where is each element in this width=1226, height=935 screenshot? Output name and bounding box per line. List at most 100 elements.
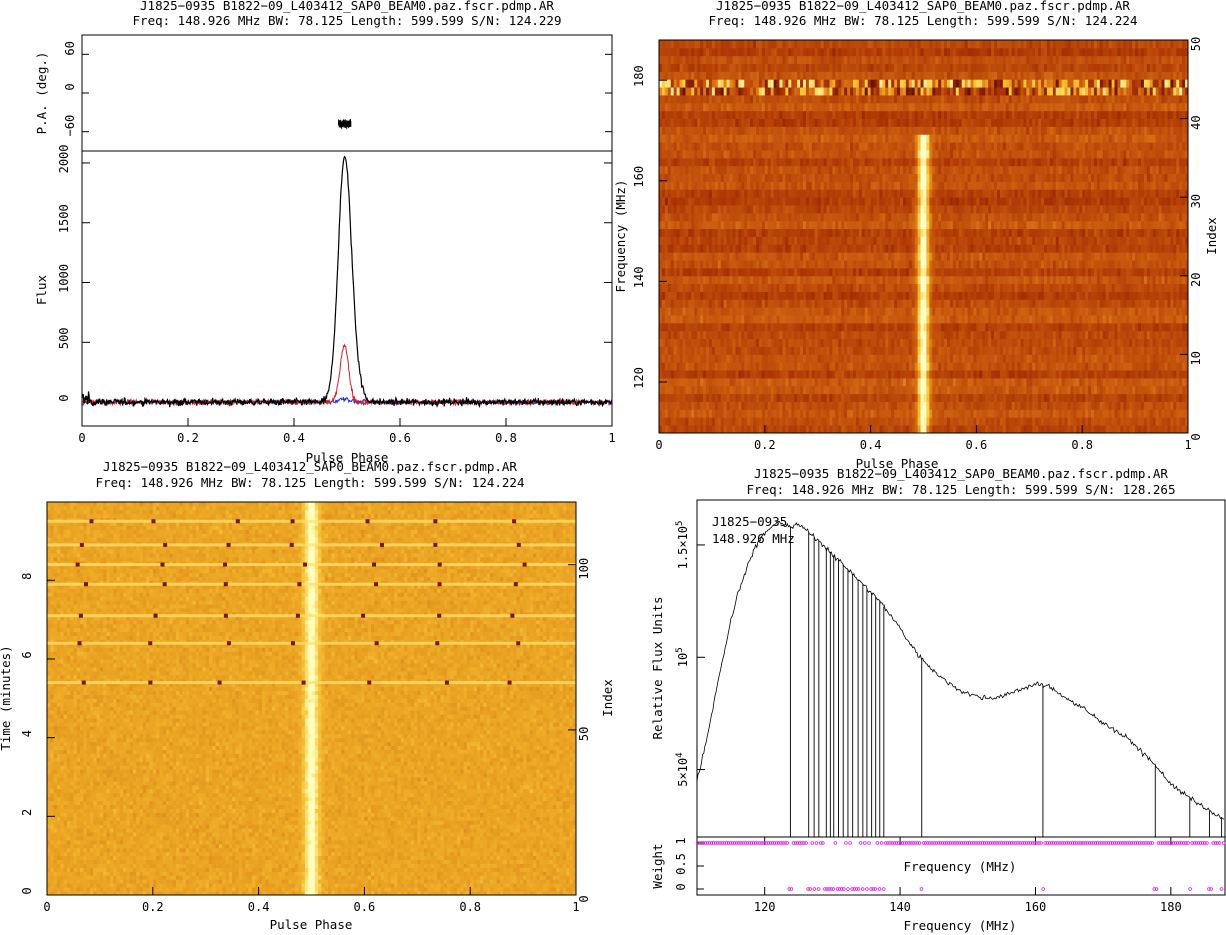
heatmap-cell (1091, 370, 1095, 379)
heatmap-cell (805, 252, 810, 261)
heatmap-cell (958, 417, 963, 426)
heatmap-cell (811, 409, 816, 418)
heatmap-cell (667, 236, 672, 245)
heatmap-cell (1140, 291, 1145, 300)
heatmap-cell (803, 370, 807, 379)
heatmap-cell (964, 220, 968, 230)
heatmap-cell (735, 417, 739, 426)
heatmap-cell (1011, 346, 1016, 355)
heatmap-cell (700, 275, 704, 285)
heatmap-cell (706, 338, 710, 347)
heatmap-cell (1049, 291, 1054, 300)
heatmap-cell (1005, 322, 1010, 332)
heatmap-cell (667, 385, 672, 395)
heatmap-cell (714, 354, 719, 363)
heatmap-cell (800, 220, 804, 230)
heatmap-cell (1011, 275, 1016, 285)
heatmap-cell (994, 385, 998, 395)
heatmap-cell (811, 354, 816, 363)
heatmap-cell (770, 236, 775, 245)
heatmap-cell (994, 401, 998, 410)
heatmap-cell (1132, 401, 1136, 410)
heatmap-cell (697, 307, 701, 316)
heatmap-cell (679, 362, 683, 371)
heatmap-cell (1170, 220, 1174, 230)
heatmap-cell (1129, 291, 1133, 300)
heatmap-cell (673, 252, 678, 261)
heatmap-cell (1058, 267, 1063, 277)
heatmap-cell (1067, 283, 1071, 292)
heatmap-cell (714, 212, 719, 222)
heatmap-cell (685, 425, 689, 434)
heatmap-cell (667, 220, 672, 230)
heatmap-cell (985, 362, 989, 371)
heatmap-cell (747, 252, 751, 261)
heatmap-cell (1032, 346, 1036, 355)
heatmap-cell (1046, 299, 1051, 308)
heatmap-cell (1152, 330, 1157, 340)
heatmap-cell (867, 260, 871, 269)
heatmap-cell (667, 307, 672, 316)
heatmap-cell (1117, 401, 1121, 410)
heatmap-cell (779, 244, 783, 253)
heatmap-cell (905, 299, 910, 308)
heatmap-cell (914, 354, 919, 363)
heatmap-cell (1029, 220, 1033, 230)
heatmap-cell (955, 370, 960, 379)
heatmap-cell (832, 228, 836, 237)
heatmap-cell (923, 346, 927, 355)
heatmap-cell (964, 307, 968, 316)
heatmap-cell (870, 220, 874, 230)
heatmap-cell (835, 228, 839, 237)
heatmap-cell (899, 283, 904, 292)
heatmap-cell (1061, 260, 1065, 269)
profile-x-tick-label: 0.8 (495, 431, 517, 445)
heatmap-cell (1138, 377, 1142, 387)
heatmap-cell (753, 338, 757, 347)
heatmap-cell (952, 291, 957, 300)
heatmap-cell (911, 244, 916, 253)
heatmap-cell (1064, 307, 1068, 316)
heatmap-cell (1120, 220, 1124, 230)
heatmap-cell (820, 338, 824, 347)
heatmap-cell (1129, 267, 1133, 277)
heatmap-cell (820, 252, 824, 261)
heatmap-cell (841, 338, 845, 347)
heatmap-cell (996, 425, 1001, 434)
heatmap-cell (1114, 236, 1118, 245)
heatmap-cell (1132, 425, 1136, 434)
heatmap-cell (1164, 385, 1168, 395)
heatmap-cell (1061, 236, 1065, 245)
heatmap-cell (1032, 307, 1036, 316)
heatmap-cell (850, 307, 854, 316)
heatmap-cell (999, 252, 1004, 261)
heatmap-cell (700, 354, 704, 363)
heatmap-cell (741, 417, 745, 426)
heatmap-cell (747, 283, 751, 292)
heatmap-cell (979, 370, 983, 379)
heatmap-cell (1076, 425, 1080, 434)
heatmap-cell (673, 299, 678, 308)
heatmap-cell (703, 220, 707, 230)
heatmap-cell (697, 315, 701, 324)
heatmap-cell (882, 252, 886, 261)
heatmap-cell (1088, 260, 1092, 269)
heatmap-cell (1105, 220, 1110, 230)
heatmap-cell (1082, 252, 1086, 261)
heatmap-cell (832, 315, 836, 324)
heatmap-cell (1014, 244, 1018, 253)
heatmap-cell (1088, 315, 1092, 324)
heatmap-cell (926, 267, 930, 277)
heatmap-cell (941, 385, 945, 395)
heatmap-cell (1008, 220, 1013, 230)
heatmap-cell (1088, 338, 1092, 347)
heatmap-cell (1129, 299, 1133, 308)
heatmap-cell (1029, 252, 1033, 261)
heatmap-cell (720, 291, 725, 300)
heatmap-cell (1035, 283, 1039, 292)
heatmap-cell (811, 244, 816, 253)
heatmap-cell (1073, 425, 1077, 434)
heatmap-cell (1002, 370, 1007, 379)
heatmap-cell (932, 252, 936, 261)
heatmap-cell (1105, 299, 1110, 308)
